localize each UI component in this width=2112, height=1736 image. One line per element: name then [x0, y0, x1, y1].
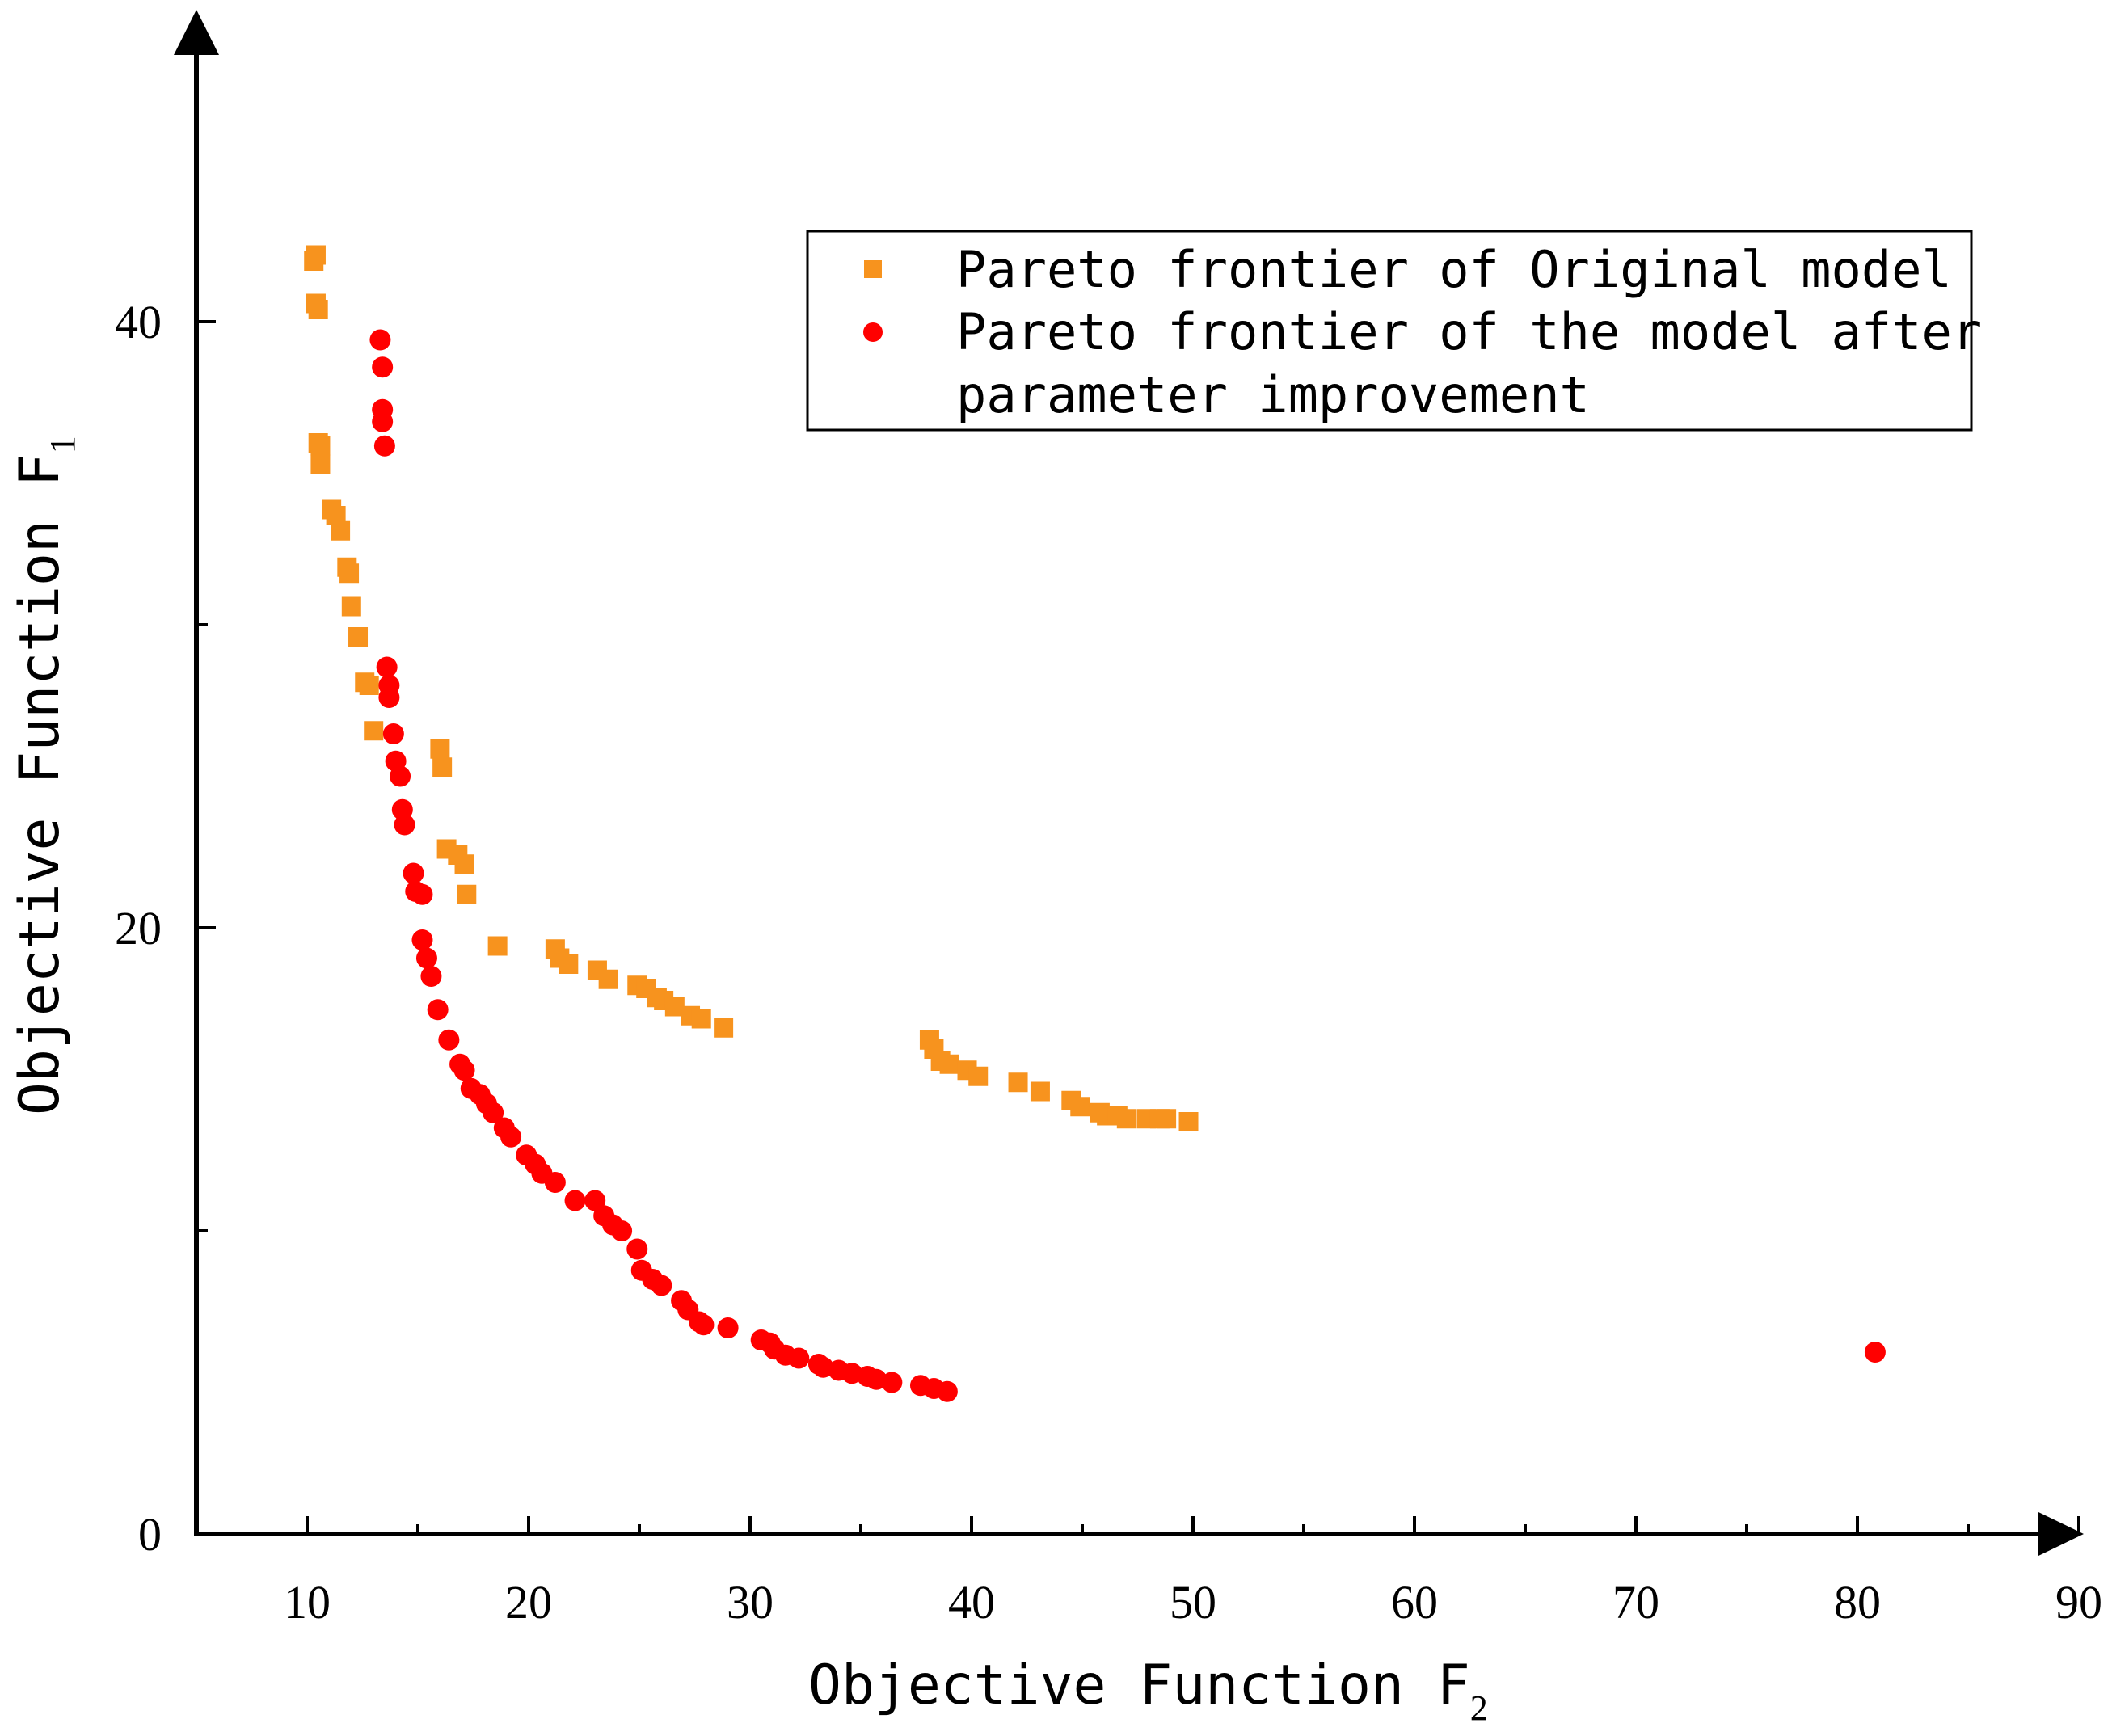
- plot-marks: [304, 245, 1886, 1402]
- y-axis-title: Objective Function F1: [8, 436, 82, 1115]
- y-tick-label: 20: [115, 902, 162, 954]
- data-point-circle: [788, 1347, 810, 1369]
- x-tick-label: 70: [1612, 1576, 1659, 1629]
- data-point-circle: [403, 862, 424, 884]
- legend-marker-original: [864, 260, 882, 278]
- data-point-circle: [453, 1060, 475, 1081]
- axes: 10 20 30 40 50 60 70 80 90 0 20 40: [115, 10, 2102, 1629]
- data-point-square: [430, 739, 450, 759]
- data-point-circle: [394, 814, 415, 836]
- legend: Pareto frontier of Original model Pareto…: [806, 230, 1982, 432]
- data-point-circle: [544, 1172, 566, 1193]
- data-point-square: [348, 627, 369, 647]
- x-tick-label: 50: [1170, 1576, 1216, 1629]
- x-tick-label: 10: [284, 1576, 331, 1629]
- data-point-circle: [372, 411, 394, 432]
- data-point-circle: [411, 929, 433, 950]
- data-point-circle: [693, 1314, 715, 1336]
- data-point-circle: [483, 1102, 504, 1123]
- data-point-circle: [611, 1220, 633, 1241]
- data-point-square: [939, 1054, 959, 1074]
- data-point-square: [487, 936, 508, 956]
- data-point-circle: [390, 765, 411, 787]
- data-point-circle: [651, 1275, 672, 1296]
- series-improved: [369, 329, 1886, 1402]
- data-point-square: [454, 854, 474, 874]
- data-point-circle: [378, 687, 400, 708]
- data-point-square: [714, 1018, 734, 1038]
- data-point-square: [1157, 1109, 1177, 1129]
- data-point-square: [432, 757, 453, 777]
- legend-entry-original: Pareto frontier of Original model: [956, 240, 1952, 299]
- data-point-square: [1008, 1072, 1028, 1093]
- data-point-circle: [382, 723, 404, 744]
- x-tick-label: 20: [505, 1576, 552, 1629]
- data-point-square: [1178, 1112, 1199, 1131]
- data-point-circle: [411, 883, 433, 905]
- data-point-square: [331, 520, 351, 541]
- legend-entry-improved-line1: Pareto frontier of the model after: [956, 302, 1982, 361]
- data-point-circle: [584, 1190, 606, 1211]
- x-ticks: 10 20 30 40 50 60 70 80 90: [284, 1516, 2102, 1629]
- data-point-square: [308, 300, 328, 319]
- data-point-circle: [564, 1190, 586, 1211]
- data-point-circle: [500, 1126, 522, 1148]
- data-point-circle: [372, 356, 394, 378]
- data-point-square: [364, 721, 384, 741]
- x-tick-label: 40: [948, 1576, 995, 1629]
- data-point-square: [339, 563, 360, 584]
- x-axis-arrow: [2038, 1512, 2084, 1556]
- data-point-circle: [717, 1317, 739, 1338]
- data-point-circle: [427, 999, 449, 1021]
- y-tick-label: 40: [115, 296, 162, 348]
- data-point-square: [306, 245, 326, 265]
- x-axis-title: Objective Function F2: [808, 1654, 1488, 1728]
- data-point-square: [598, 969, 618, 989]
- data-point-circle: [881, 1372, 903, 1393]
- legend-entry-improved-line2: parameter improvement: [956, 365, 1590, 424]
- data-point-circle: [373, 435, 395, 457]
- data-point-square: [968, 1066, 989, 1086]
- data-point-square: [559, 954, 579, 974]
- y-ticks: 0 20 40: [115, 296, 216, 1561]
- legend-box: [806, 230, 1973, 432]
- data-point-circle: [376, 656, 398, 678]
- data-point-square: [310, 436, 331, 456]
- data-point-square: [359, 676, 379, 695]
- x-tick-label: 60: [1391, 1576, 1438, 1629]
- legend-marker-improved: [863, 322, 883, 342]
- data-point-square: [1116, 1109, 1136, 1129]
- data-point-square: [1070, 1097, 1090, 1117]
- data-point-circle: [936, 1380, 958, 1402]
- data-point-circle: [626, 1238, 648, 1260]
- data-point-square: [341, 596, 361, 617]
- y-axis-arrow: [174, 10, 219, 55]
- data-point-square: [691, 1009, 711, 1029]
- data-point-circle: [1864, 1342, 1886, 1363]
- data-point-square: [1030, 1081, 1050, 1102]
- data-point-circle: [369, 329, 391, 351]
- y-tick-label: 0: [138, 1508, 162, 1561]
- x-tick-label: 90: [2055, 1576, 2102, 1629]
- data-point-circle: [438, 1029, 460, 1051]
- x-tick-label: 30: [727, 1576, 774, 1629]
- data-point-circle: [420, 966, 442, 987]
- data-point-square: [457, 884, 477, 904]
- data-point-square: [310, 454, 331, 474]
- data-point-circle: [415, 947, 437, 969]
- x-tick-label: 80: [1834, 1576, 1881, 1629]
- series-original: [304, 245, 1199, 1131]
